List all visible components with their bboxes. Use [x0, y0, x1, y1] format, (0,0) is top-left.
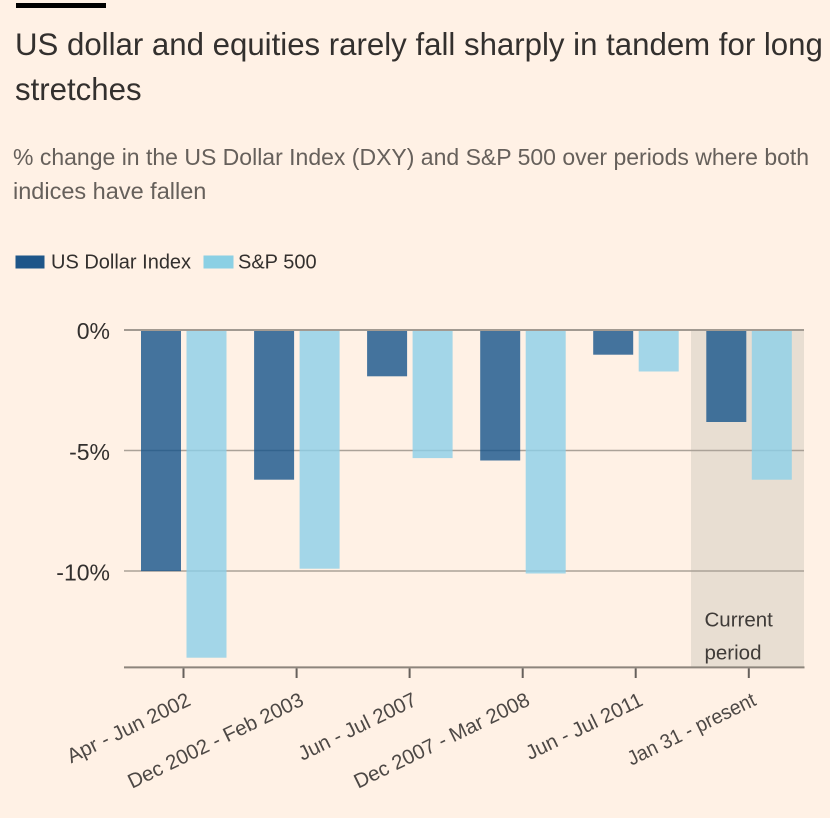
- svg-text:Current: Current: [705, 608, 774, 631]
- svg-text:S&P 500: S&P 500: [238, 252, 317, 274]
- svg-text:-5%: -5%: [69, 439, 110, 465]
- svg-text:US dollar and equities rarely: US dollar and equities rarely fall sharp…: [15, 27, 823, 62]
- svg-text:% change in the US Dollar Inde: % change in the US Dollar Index (DXY) an…: [13, 144, 809, 170]
- svg-text:period: period: [705, 641, 762, 664]
- svg-text:-10%: -10%: [56, 560, 110, 586]
- svg-text:0%: 0%: [77, 318, 110, 344]
- svg-text:stretches: stretches: [15, 72, 142, 107]
- svg-text:US Dollar Index: US Dollar Index: [51, 252, 191, 274]
- svg-text:indices have fallen: indices have fallen: [13, 178, 206, 204]
